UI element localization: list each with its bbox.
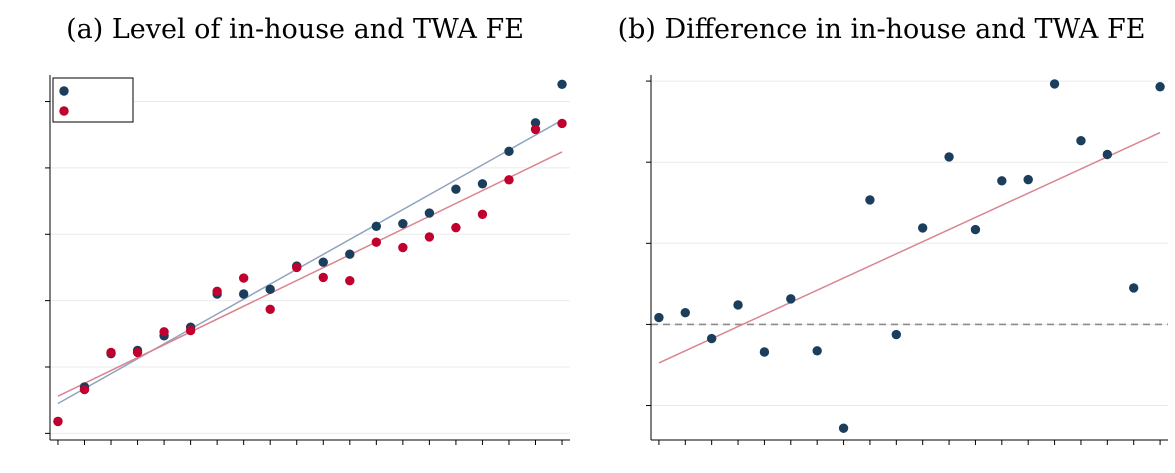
- fit-line-series: [659, 133, 1160, 363]
- data-point-series: [918, 223, 927, 232]
- data-point-series: [812, 346, 821, 355]
- data-point-series: [1129, 283, 1138, 292]
- data-point-series: [760, 347, 769, 356]
- data-point-series: [997, 176, 1006, 185]
- data-point-series: [1023, 175, 1032, 184]
- data-point-series: [971, 225, 980, 234]
- data-point-series: [1050, 79, 1059, 88]
- data-point-series: [786, 294, 795, 303]
- data-point-series: [892, 330, 901, 339]
- data-point-series: [1155, 82, 1164, 91]
- data-point-series: [707, 334, 716, 343]
- data-point-series: [865, 195, 874, 204]
- data-point-series: [1103, 150, 1112, 159]
- data-point-series: [944, 152, 953, 161]
- data-point-series: [839, 424, 848, 433]
- data-point-series: [654, 313, 663, 322]
- data-point-series: [733, 300, 742, 309]
- data-point-series: [1076, 136, 1085, 145]
- data-point-series: [681, 308, 690, 317]
